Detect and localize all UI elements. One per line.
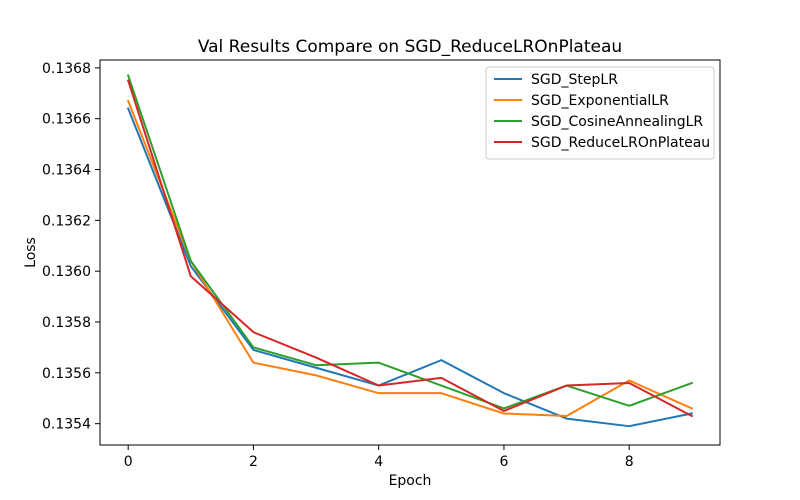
y-tick-label: 0.1358 bbox=[42, 315, 91, 331]
x-tick-label: 2 bbox=[249, 454, 258, 470]
chart-title: Val Results Compare on SGD_ReduceLROnPla… bbox=[198, 37, 622, 57]
axes-layer bbox=[99, 59, 721, 446]
series-line-sgd-steplr bbox=[126, 107, 693, 428]
x-tick-label: 8 bbox=[625, 454, 634, 470]
y-tick-label: 0.1366 bbox=[42, 112, 91, 128]
legend-label: SGD_ExponentialLR bbox=[531, 93, 669, 109]
legend-box bbox=[485, 66, 715, 160]
plot-frame bbox=[99, 59, 721, 446]
y-tick-label: 0.1360 bbox=[42, 264, 91, 280]
legend-label: SGD_ReduceLROnPlateau bbox=[531, 135, 710, 151]
y-tick-label: 0.1354 bbox=[42, 417, 91, 433]
legend-label: SGD_StepLR bbox=[531, 72, 618, 88]
series-line-sgd-reducelronplateau bbox=[126, 79, 694, 418]
x-tick-label: 6 bbox=[499, 454, 508, 470]
y-tick-label: 0.1368 bbox=[42, 61, 91, 77]
legend: SGD_StepLR SGD_ExponentialLR SGD_CosineAnn… bbox=[485, 66, 715, 160]
y-tick-label: 0.1364 bbox=[42, 163, 91, 179]
x-axis-ticks: 0 2 4 6 8 bbox=[124, 445, 634, 470]
x-tick-label: 4 bbox=[374, 454, 383, 470]
y-tick-label: 0.1362 bbox=[42, 213, 91, 229]
series-line-sgd-exponentiallr bbox=[126, 99, 694, 418]
y-axis-label: Loss bbox=[23, 237, 39, 268]
series-layer bbox=[126, 74, 694, 428]
y-tick-label: 0.1356 bbox=[42, 366, 91, 382]
x-tick-label: 0 bbox=[124, 454, 133, 470]
y-axis-ticks: 0.1354 0.1356 0.1358 0.1360 0.1362 0.1364 0.13… bbox=[42, 61, 100, 433]
x-axis-label: Epoch bbox=[389, 473, 432, 489]
legend-label: SGD_CosineAnnealingLR bbox=[531, 114, 703, 130]
